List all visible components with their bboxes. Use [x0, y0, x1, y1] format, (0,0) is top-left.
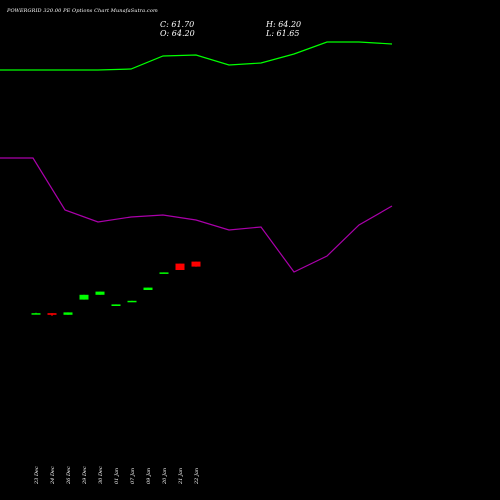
- candle-body: [79, 294, 89, 300]
- candle-body: [47, 313, 57, 315]
- candle-body: [95, 291, 105, 295]
- x-tick-label: 23 Dec: [34, 466, 40, 485]
- candle-body: [63, 312, 73, 315]
- candle-body: [143, 287, 153, 290]
- close-value: C: 61.70: [160, 20, 195, 29]
- chart-title: POWERGRID 320.00 PE Options Chart Munafa…: [7, 8, 158, 14]
- x-tick-label: 30 Dec: [98, 466, 104, 484]
- candle-24-dec: [47, 313, 57, 316]
- candle-09-jan: [143, 287, 153, 290]
- candle-29-dec: [79, 294, 89, 300]
- indicator-line-2: [0, 157, 393, 273]
- x-tick-label: 22 Jan: [194, 468, 200, 485]
- high-value: H: 64.20: [266, 20, 302, 29]
- candle-20-jan: [159, 272, 169, 274]
- x-tick-label: 20 Jan: [162, 468, 168, 485]
- open-value: O: 64.20: [160, 29, 195, 38]
- candle-body: [31, 313, 41, 315]
- x-tick-label: 21 Jan: [178, 468, 184, 485]
- x-axis-ticks: 23 Dec 24 Dec 26 Dec 29 Dec 30 Dec 01 Jan 07 J…: [34, 466, 200, 485]
- candle-body: [127, 300, 137, 303]
- candle-23-dec: [31, 312, 41, 315]
- x-tick-label: 29 Dec: [82, 466, 88, 485]
- x-tick-label: 26 Dec: [66, 466, 72, 485]
- candle-30-dec: [95, 291, 105, 295]
- candle-body: [159, 272, 169, 274]
- candle-22-jan: [191, 261, 201, 267]
- candle-body: [111, 304, 121, 306]
- x-tick-label: 07 Jan: [130, 468, 136, 484]
- x-tick-label: 09 Jan: [146, 468, 152, 484]
- x-tick-label: 24 Dec: [50, 466, 56, 485]
- indicator-lines: [0, 41, 393, 273]
- candle-body: [191, 261, 201, 267]
- candles: [31, 261, 201, 316]
- indicator-line-1: [0, 41, 393, 71]
- candle-01-jan: [111, 304, 121, 306]
- x-tick-label: 01 Jan: [114, 468, 120, 484]
- candle-21-jan: [175, 263, 185, 270]
- candle-26-dec: [63, 312, 73, 315]
- candle-body: [175, 263, 185, 270]
- candle-07-jan: [127, 300, 137, 303]
- low-value: L: 61.65: [266, 29, 300, 38]
